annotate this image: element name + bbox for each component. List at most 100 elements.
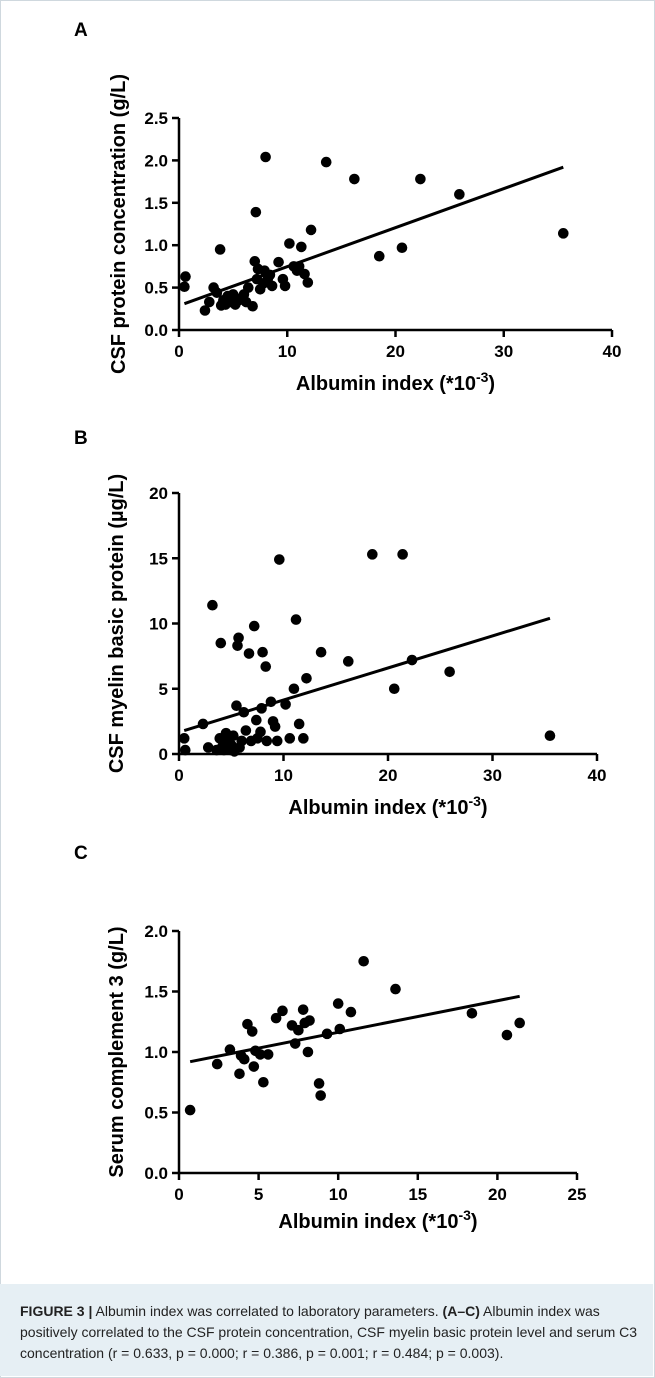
y-tick-label: 0.5 <box>144 279 168 298</box>
data-point <box>305 224 317 236</box>
data-point <box>243 648 255 659</box>
x-tick-label: 30 <box>494 342 513 361</box>
data-point <box>273 256 284 268</box>
data-point <box>315 1090 326 1101</box>
data-point <box>260 151 271 163</box>
y-tick-label: 5 <box>159 680 168 699</box>
data-point <box>397 549 408 560</box>
data-point <box>255 726 266 738</box>
panel-a: A 0.0 0.5 1.0 1.5 2.0 2.5 0 10 20 30 40 CSF protein… <box>0 0 653 420</box>
data-point <box>179 281 190 293</box>
data-point <box>390 983 401 995</box>
data-point <box>246 1026 258 1037</box>
y-tick-label: 0.0 <box>144 1164 168 1183</box>
y-tick-label: 0.5 <box>144 1104 168 1123</box>
data-point <box>284 238 295 249</box>
data-point <box>197 718 209 730</box>
data-point <box>238 706 250 718</box>
data-point <box>321 1028 333 1040</box>
panel-label-c: C <box>74 843 88 864</box>
data-point <box>334 1023 346 1035</box>
data-point <box>257 646 268 658</box>
data-point <box>199 305 211 316</box>
x-tick-label: 25 <box>568 1185 587 1204</box>
chart-group-a: 0.0 0.5 1.0 1.5 2.0 2.5 0 10 20 30 40 CSF protein c… <box>108 74 621 395</box>
data-point <box>345 1006 357 1018</box>
x-tick-label: 30 <box>483 766 502 785</box>
x-tick-label: 40 <box>588 766 607 785</box>
data-point <box>234 1068 245 1080</box>
panel-b: B <box>0 0 653 449</box>
data-point <box>279 280 291 292</box>
data-point <box>290 614 302 625</box>
data-point <box>264 269 276 281</box>
data-point <box>514 1017 525 1029</box>
data-point <box>313 1078 325 1089</box>
y-tick-label: 1.5 <box>144 194 168 213</box>
x-tick-label: 0 <box>174 766 183 785</box>
data-point <box>293 261 305 272</box>
data-point <box>302 277 314 288</box>
data-point <box>251 714 262 726</box>
data-point <box>247 300 258 312</box>
x-axis-title: Albumin index (*10-3) <box>296 369 495 395</box>
data-point <box>202 742 214 753</box>
data-point <box>258 1076 269 1088</box>
data-point <box>557 228 569 239</box>
caption-stats: r = 0.633, p = 0.000; r = 0.386, p = 0.0… <box>112 1345 495 1361</box>
data-point <box>214 244 226 255</box>
data-point <box>232 640 243 651</box>
data-point <box>270 1012 282 1024</box>
chart-group-c: 0.0 0.5 1.0 1.5 2.0 0 5 10 15 20 25 Serum complemen… <box>106 922 586 1233</box>
data-point <box>215 637 227 649</box>
data-point <box>233 632 244 644</box>
x-tick-label: 10 <box>274 766 293 785</box>
data-point <box>289 1038 301 1049</box>
x-axis-title-superscript: -3 <box>476 369 489 385</box>
x-axis-title: Albumin index (*10-3) <box>278 1207 477 1233</box>
x-axis-title-main: Albumin index (*10 <box>278 1211 458 1233</box>
data-point <box>211 1058 223 1070</box>
data-point <box>358 955 369 967</box>
data-point <box>320 156 332 168</box>
data-point <box>224 1044 236 1055</box>
regression-line <box>183 165 564 306</box>
data-point <box>180 271 191 282</box>
data-point <box>284 733 296 744</box>
data-point <box>236 735 247 747</box>
x-axis-title-main: Albumin index (*10 <box>288 797 468 819</box>
x-axis-title-superscript: -3 <box>458 1207 471 1223</box>
data-point <box>349 173 360 185</box>
data-point <box>248 620 260 632</box>
data-point <box>501 1029 513 1041</box>
x-tick-label: 40 <box>603 342 622 361</box>
data-point <box>228 730 239 742</box>
y-tick-label: 0.0 <box>144 321 168 340</box>
x-tick-label: 10 <box>329 1185 348 1204</box>
x-tick-label: 0 <box>174 1185 183 1204</box>
data-point <box>342 656 354 667</box>
x-axis-title-end: ) <box>488 373 495 395</box>
data-point <box>248 1061 260 1072</box>
data-point <box>367 549 378 560</box>
caption-text-3: ). <box>494 1345 504 1361</box>
panel-label-a: A <box>74 20 88 41</box>
caption-bold-range: (A–C) <box>442 1303 480 1319</box>
x-tick-label: 20 <box>488 1185 507 1204</box>
data-point <box>254 1049 266 1060</box>
x-axis-title-superscript: -3 <box>468 793 481 809</box>
data-point <box>204 296 215 308</box>
data-point <box>271 735 283 747</box>
data-point <box>298 733 309 744</box>
data-point <box>406 654 418 666</box>
x-axis-title-end: ) <box>481 797 488 819</box>
y-tick-label: 1.0 <box>144 1043 168 1062</box>
scatter-chart-b: 0 5 10 15 20 0 10 20 30 40 CSF myelin basic protei… <box>106 474 607 1233</box>
data-point <box>211 287 223 298</box>
data-point <box>184 1104 196 1116</box>
data-point <box>454 189 465 200</box>
data-point <box>231 700 242 712</box>
y-tick-label: 0 <box>159 745 168 764</box>
data-point <box>293 1024 304 1036</box>
